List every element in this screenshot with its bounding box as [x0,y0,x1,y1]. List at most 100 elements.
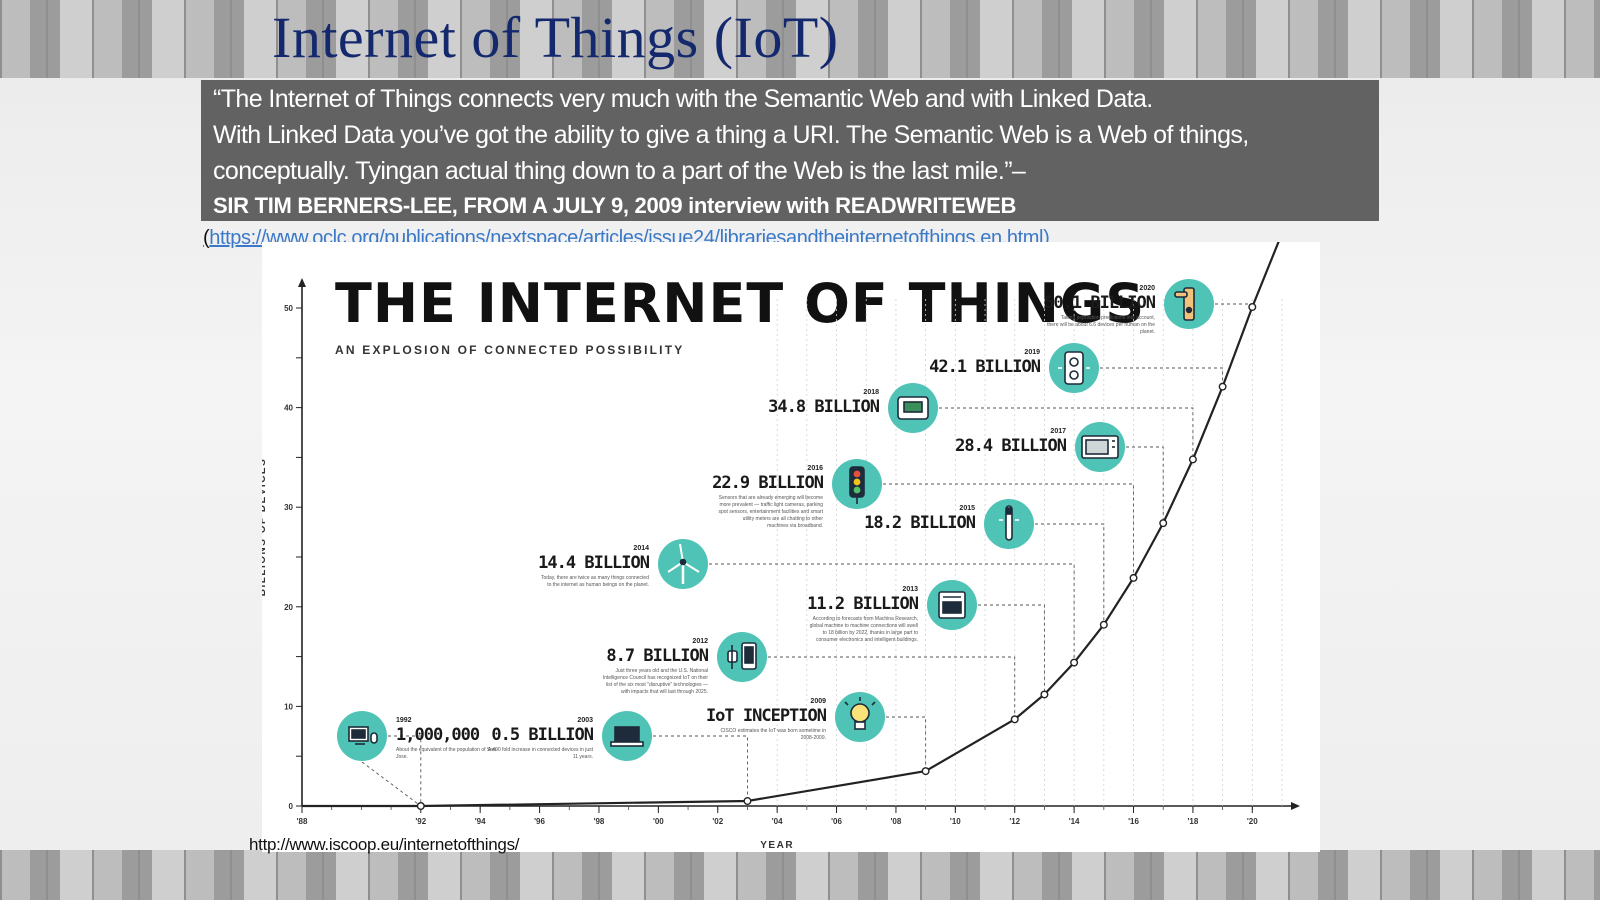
icon-part [854,721,866,730]
y-tick-label: 30 [284,503,293,512]
annotation-value: 0.5 BILLION [491,725,593,745]
icon-part [942,601,962,614]
annotation-value: 22.9 BILLION [712,473,824,493]
icon-part [370,732,378,744]
thermostat-icon [897,396,929,420]
annotation-year: 2003 [577,717,593,724]
source-close-paren: ) [1043,227,1050,249]
annotation-leader [883,483,1134,578]
x-axis-arrow [1291,802,1300,810]
y-tick-label: 10 [284,702,293,711]
annotation-leader [709,563,1075,663]
annotation-year: 2009 [810,698,826,705]
annotation-value: IoT INCEPTION [706,706,827,726]
annotation-year: 2012 [692,638,708,645]
annotation-year: 2019 [1024,349,1040,356]
door-lock-icon [1174,287,1195,321]
x-tick-label: '06 [831,817,842,826]
annotation-year: 2020 [1139,285,1155,292]
x-tick-label: '08 [891,817,902,826]
annotation-note: global machine to machine connections wi… [810,623,918,629]
icon-part [1069,357,1079,367]
x-tick-label: '96 [534,817,545,826]
annotation-value: 1,000,000 [396,725,480,745]
annotation-note: more prevalent — traffic light cameras, … [719,502,823,508]
annotation-leader [388,735,422,806]
x-tick-label: '12 [1009,817,1020,826]
annotation-value: 28.4 BILLION [955,436,1067,456]
x-axis-label: YEAR [760,840,794,851]
icon-part [853,470,861,478]
source-open-paren: ( [203,227,210,249]
icon-part [871,701,876,706]
chart-svg: THE INTERNET OF THINGS AN EXPLOSION OF CO… [262,242,1300,851]
annotation-note: there will be about 6.6 devices per huma… [1047,322,1155,328]
annotation-value: 42.1 BILLION [929,357,1041,377]
icon-part [610,741,644,747]
icon-part [351,729,366,739]
annotation-leader [361,761,422,807]
annotation-note: to the internet as human beings on the p… [547,582,649,588]
infographic-chart: THE INTERNET OF THINGS AN EXPLOSION OF CO… [262,242,1320,852]
x-tick-label: '04 [772,817,783,826]
icon-part [1069,370,1079,380]
annotation-leader [1035,523,1105,625]
annotation-value: 11.2 BILLION [807,594,919,614]
traffic-light-icon [849,466,865,504]
x-tick-label: '20 [1247,817,1258,826]
annotation-year: 2017 [1050,428,1066,435]
quote-line: With Linked Data you’ve got the ability … [213,121,1249,149]
data-point [1159,519,1168,528]
microwave-icon [1081,435,1119,459]
x-tick-label: '88 [297,817,308,826]
annotation-value: 8.7 BILLION [606,646,708,666]
slide-background-top [0,0,1600,78]
annotation-note: 11 years. [573,754,593,760]
quote-line: “The Internet of Things connects very mu… [213,85,1153,113]
x-tick-label: '02 [712,817,723,826]
data-point [1248,303,1257,312]
annotation-note: A 490 fold increase in connected devices… [488,747,594,753]
annotation-value: 18.2 BILLION [864,513,976,533]
data-point [1188,455,1197,464]
quote-line: conceptually. Tyingan actual thing down … [213,157,1026,185]
annotation-note: planet. [1140,329,1155,335]
data-point [1099,620,1108,629]
annotation-year: 2014 [633,545,649,552]
annotation-note: consumer electronics and intelligent bui… [816,637,918,643]
icon-part [1185,306,1193,314]
lightbulb-icon [844,697,876,730]
oven-icon [938,591,966,619]
annotation-leader [768,656,1016,720]
annotation-note: spot sensors, entertainment facilities a… [719,509,824,515]
annotation-leader [1100,367,1224,387]
data-point [1129,573,1138,582]
wind-turbine-icon [667,543,700,584]
y-tick-label: 50 [284,304,293,313]
annotation-note: list of the six most "disruptive" techno… [606,682,708,688]
watch-phone-icon [727,642,757,670]
annotation-year: 2018 [863,389,879,396]
annotation-note: Intelligence Council has recognized IoT … [603,675,709,681]
annotation-year: 2015 [959,505,975,512]
credit-link[interactable]: http://www.iscoop.eu/internetofthings/ [249,835,520,854]
icon-part [1174,291,1188,298]
x-tick-label: '94 [475,817,486,826]
y-axis-label: BILLIONS OF DEVICES [262,458,268,597]
growth-line [302,242,1280,808]
data-point [743,797,752,806]
annotation-note: About the equivalent of the population o… [396,747,496,753]
annotation-note: CISCO estimates the IoT was born sometim… [720,728,826,734]
x-tick-label: '10 [950,817,961,826]
x-tick-label: '18 [1188,817,1199,826]
annotation-note: Just three years old and the U.S. Nation… [615,668,708,674]
icon-part [744,646,754,664]
x-tick-label: '00 [653,817,664,826]
computer-icon [348,726,378,745]
annotation-value: 34.8 BILLION [768,397,880,417]
icon-part [1006,507,1012,515]
icon-part [903,401,923,413]
data-point [921,767,930,776]
annotation-leader [939,407,1194,460]
annotation-note: machines via broadband. [767,523,823,529]
